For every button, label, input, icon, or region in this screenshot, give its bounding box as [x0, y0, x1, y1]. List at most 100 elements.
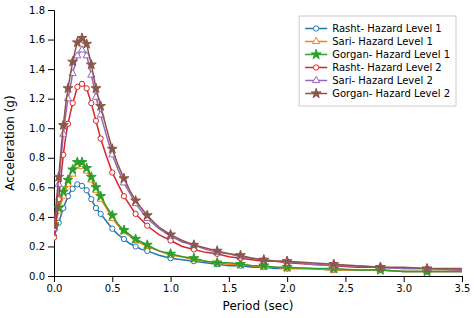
tick: 1.0 [29, 123, 54, 134]
marker [86, 60, 96, 69]
marker [82, 163, 92, 172]
line [54, 50, 462, 270]
tick-label: 1.2 [29, 93, 45, 104]
tick: 1.6 [29, 34, 54, 45]
tick-mark [287, 276, 288, 282]
plot: 0.00.51.01.52.02.53.03.50.00.20.40.60.81… [29, 5, 470, 294]
marker [98, 211, 103, 216]
tick-mark [48, 10, 54, 11]
marker [84, 86, 89, 91]
legend-label: Sari- Hazard Level 2 [332, 75, 433, 86]
legend-entry: Sari- Hazard Level 1 [305, 36, 433, 47]
marker [133, 244, 138, 249]
tick-label: 1.8 [29, 5, 45, 16]
tick-label: 1.5 [221, 283, 237, 294]
legend-symbol [314, 65, 319, 70]
marker [119, 225, 129, 234]
legend-symbol [313, 37, 320, 43]
marks [54, 33, 462, 276]
legend: Rasht- Hazard Level 1Sari- Hazard Level … [299, 16, 456, 106]
marker [142, 240, 152, 249]
legend-symbol [311, 88, 321, 97]
marker [63, 83, 73, 92]
marker [133, 211, 138, 216]
marker [259, 255, 269, 264]
marker [58, 120, 68, 129]
marker [98, 136, 103, 141]
tick: 1.5 [221, 276, 237, 294]
tick: 0.0 [29, 271, 54, 282]
legend-label: Gorgan- Hazard Level 1 [332, 49, 450, 60]
tick-mark [171, 276, 172, 282]
marker [119, 173, 129, 182]
marker [77, 33, 87, 42]
y-axis: 0.00.20.40.60.81.01.21.41.61.8 [29, 5, 54, 282]
tick-label: 2.5 [338, 283, 354, 294]
tick: 1.8 [29, 5, 54, 16]
series [54, 157, 462, 276]
tick: 1.0 [163, 276, 179, 294]
marker [145, 223, 150, 228]
marker [422, 263, 432, 272]
marker [166, 249, 176, 258]
marker [93, 118, 98, 123]
marker [54, 235, 57, 240]
marker [329, 259, 339, 268]
tick-label: 1.6 [29, 34, 45, 45]
marker [131, 195, 141, 204]
tick: 1.4 [29, 64, 54, 75]
tick-label: 0.5 [105, 283, 121, 294]
marker [86, 172, 96, 181]
marker [131, 234, 141, 243]
tick-label: 0.2 [29, 241, 45, 252]
tick-label: 0.4 [29, 212, 45, 223]
tick: 0.0 [47, 276, 63, 294]
marker [54, 221, 59, 230]
tick-mark [48, 187, 54, 188]
marker [77, 157, 87, 166]
marker [63, 175, 73, 184]
marker [189, 253, 199, 262]
axis-line [55, 277, 463, 283]
marker [110, 170, 115, 175]
marker [212, 246, 222, 255]
tick-mark [112, 276, 113, 282]
tick-mark [48, 276, 54, 277]
marker [166, 229, 176, 238]
marker [82, 39, 92, 48]
marker [93, 205, 98, 210]
tick-mark [48, 40, 54, 41]
legend-entry: Gorgan- Hazard Level 1 [305, 49, 450, 60]
marker [142, 210, 152, 219]
tick-label: 3.5 [455, 283, 471, 294]
marker [79, 183, 84, 188]
tick-label: 2.0 [280, 283, 296, 294]
tick-label: 0.8 [29, 152, 45, 163]
marker [96, 191, 106, 200]
marker [110, 226, 115, 231]
marker [79, 81, 84, 86]
marker [212, 258, 222, 267]
line [54, 38, 462, 269]
tick-mark [48, 69, 54, 70]
tick: 0.4 [29, 212, 54, 223]
tick: 2.5 [338, 276, 354, 294]
marker [84, 188, 89, 193]
tick-mark [462, 276, 463, 282]
legend-label: Rasht- Hazard Level 2 [332, 62, 442, 73]
tick-mark [48, 246, 54, 247]
legend-entry: Rasht- Hazard Level 2 [305, 62, 442, 73]
legend-symbol [311, 49, 321, 58]
series [54, 81, 462, 271]
marker [68, 57, 78, 66]
marker [121, 194, 126, 199]
tick: 1.2 [29, 93, 54, 104]
line [54, 165, 462, 271]
marker [96, 101, 106, 110]
tick-label: 1.0 [29, 123, 45, 134]
marker [282, 256, 292, 265]
tick: 3.5 [455, 276, 471, 294]
legend-symbol [313, 76, 320, 82]
tick-mark [48, 158, 54, 159]
tick: 3.0 [396, 276, 412, 294]
